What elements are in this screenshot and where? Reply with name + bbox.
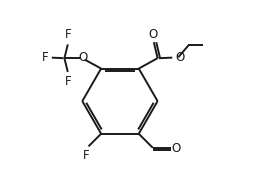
Text: F: F <box>65 75 72 88</box>
Text: F: F <box>65 28 72 41</box>
Text: O: O <box>172 142 181 155</box>
Text: O: O <box>176 51 185 64</box>
Text: O: O <box>149 28 158 41</box>
Text: F: F <box>83 149 90 162</box>
Text: F: F <box>41 51 48 64</box>
Text: O: O <box>79 51 88 64</box>
